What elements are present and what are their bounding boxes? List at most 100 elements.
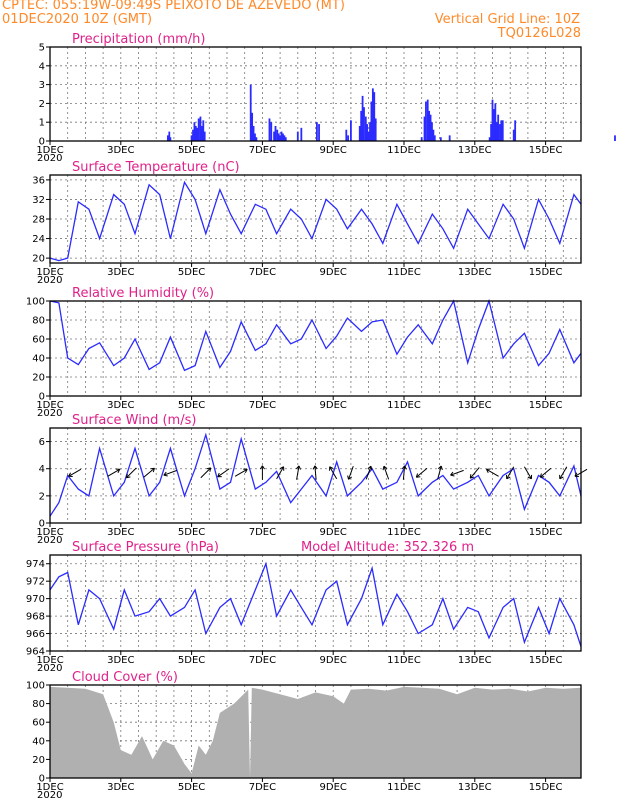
precip-bar (366, 124, 369, 141)
wind-arrow (523, 466, 533, 480)
precip-bar (420, 137, 423, 141)
precip-bar (194, 125, 197, 141)
precip-bar (428, 110, 431, 141)
wind-arrow (295, 465, 302, 480)
precip-bar (371, 88, 374, 141)
year-label: 2020 (37, 153, 62, 164)
precip-bar (363, 107, 365, 141)
y-tick-label: 80 (32, 699, 45, 710)
x-tick-label: 11DEC (387, 267, 421, 278)
precip-bar (168, 131, 171, 141)
y-tick-label: 3 (39, 80, 45, 91)
y-tick-label: 972 (26, 577, 45, 588)
x-tick-label: 13DEC (458, 782, 492, 793)
y-tick-label: 6 (39, 437, 45, 448)
x-tick-label: 1DEC (36, 655, 63, 666)
precip-bar (276, 129, 279, 141)
precip-bar (369, 122, 371, 141)
x-tick-label: 1DEC (36, 527, 63, 538)
x-tick-label: 5DEC (178, 527, 205, 538)
header-station: CPTEC: 055:19W-09:49S PEIXOTO DE AZEVEDO… (2, 0, 345, 13)
y-tick-label: 20 (32, 373, 45, 384)
x-tick-label: 9DEC (320, 655, 347, 666)
y-tick-label: 20 (32, 755, 45, 766)
y-tick-label: 32 (32, 195, 45, 206)
precip-bar (273, 131, 275, 141)
wind-arrow (485, 468, 499, 477)
x-tick-label: 3DEC (107, 527, 134, 538)
precip-bar (431, 122, 433, 141)
y-tick-label: 28 (32, 215, 45, 226)
precip-bar (488, 137, 491, 141)
x-tick-label: 15DEC (529, 782, 563, 793)
x-tick-label: 1DEC (36, 400, 63, 411)
x-tick-label: 11DEC (387, 145, 421, 156)
precip-bar (255, 137, 258, 141)
precip-bar (316, 122, 318, 141)
wind-arrow (382, 465, 390, 480)
x-tick-label: 11DEC (387, 527, 421, 538)
precip-bar (495, 122, 498, 141)
y-tick-label: 24 (32, 234, 45, 245)
x-tick-label: 13DEC (458, 655, 492, 666)
series-line (49, 561, 582, 647)
precip-bar (254, 133, 256, 141)
precip-bar (429, 114, 432, 141)
x-tick-label: 13DEC (458, 400, 492, 411)
precip-bar (358, 125, 361, 141)
precip-bar (494, 103, 497, 141)
precip-bar (192, 129, 194, 141)
wind-arrow (217, 468, 230, 478)
precip-bar (296, 131, 299, 141)
precip-bar (282, 133, 284, 141)
panel-frame (49, 684, 582, 779)
y-tick-label: 2 (39, 491, 45, 502)
x-tick-label: 3DEC (107, 145, 134, 156)
panel-title: Relative Humidity (%) (72, 286, 214, 301)
y-tick-label: 4 (39, 464, 45, 475)
x-tick-label: 13DEC (458, 145, 492, 156)
y-tick-label: 968 (26, 612, 45, 623)
precip-bar (166, 135, 169, 141)
panel-frame (49, 427, 582, 524)
y-tick-label: 80 (32, 316, 45, 327)
x-tick-label: 7DEC (249, 400, 276, 411)
precip-bar (199, 116, 202, 141)
y-tick-label: 100 (26, 297, 45, 308)
wind-arrow (450, 469, 464, 477)
x-tick-label: 11DEC (387, 655, 421, 666)
x-tick-label: 1DEC (36, 267, 63, 278)
precip-bar (279, 135, 281, 141)
x-tick-label: 3DEC (107, 782, 134, 793)
wind-arrow (276, 466, 285, 480)
header-grid-note: Vertical Grid Line: 10Z (434, 12, 580, 27)
x-tick-label: 7DEC (249, 267, 276, 278)
y-tick-label: 20 (32, 254, 45, 265)
x-tick-label: 7DEC (249, 527, 276, 538)
x-tick-label: 15DEC (529, 527, 563, 538)
wind-arrow (68, 468, 82, 477)
precip-bar (249, 84, 252, 141)
precip-bar (425, 101, 427, 141)
precip-bar (360, 110, 363, 141)
x-tick-label: 1DEC (36, 145, 63, 156)
wind-arrow (312, 465, 318, 480)
wind-arrow (506, 466, 515, 480)
precip-bar (439, 137, 442, 141)
x-tick-label: 9DEC (320, 400, 347, 411)
precip-bar (252, 125, 255, 141)
y-tick-label: 4 (39, 61, 45, 72)
y-tick-label: 60 (32, 335, 45, 346)
year-label: 2020 (37, 663, 62, 674)
precip-bar (432, 129, 435, 141)
wind-arrow (163, 469, 178, 477)
precip-bar (364, 116, 367, 141)
wind-arrow (234, 468, 248, 477)
precip-bar (361, 95, 364, 141)
year-label: 2020 (37, 790, 62, 800)
precip-bar (493, 109, 495, 141)
header-model-id: TQ0126L028 (497, 26, 581, 41)
precip-bar (284, 137, 287, 141)
panel-title: Surface Temperature (nC) (72, 160, 240, 175)
precip-bar (274, 125, 277, 141)
